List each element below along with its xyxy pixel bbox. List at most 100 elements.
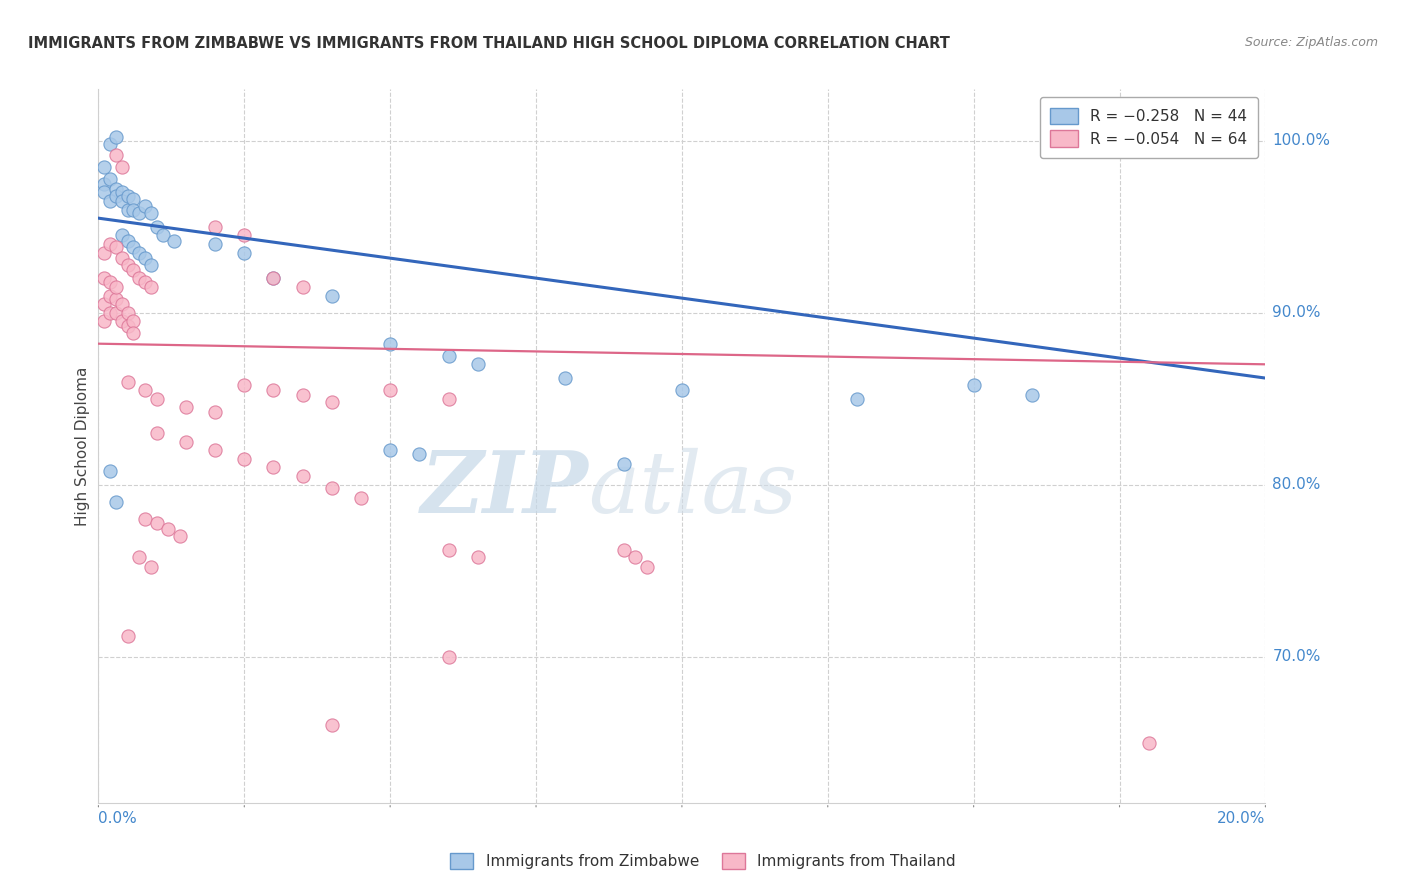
Point [291, 280, 314, 294]
Point [204, 236, 226, 251]
Point [321, 288, 343, 302]
Point [262, 460, 284, 475]
Point [117, 375, 139, 389]
Point [93, 160, 115, 174]
Point [134, 275, 156, 289]
Point [104, 280, 127, 294]
Point [204, 443, 226, 458]
Point [636, 560, 658, 574]
Point [117, 189, 139, 203]
Point [98, 306, 121, 320]
Point [146, 426, 169, 441]
Point [134, 383, 156, 397]
Point [146, 219, 169, 234]
Text: ZIP: ZIP [420, 447, 589, 531]
Point [146, 392, 169, 406]
Point [174, 434, 197, 449]
Point [262, 383, 284, 397]
Point [262, 271, 284, 285]
Point [612, 543, 634, 558]
Point [98, 464, 121, 478]
Point [117, 306, 139, 320]
Point [671, 383, 693, 397]
Point [104, 189, 127, 203]
Text: Source: ZipAtlas.com: Source: ZipAtlas.com [1244, 36, 1378, 49]
Text: atlas: atlas [589, 448, 797, 530]
Point [111, 251, 134, 265]
Point [122, 202, 145, 217]
Point [174, 401, 197, 415]
Point [378, 383, 402, 397]
Point [1137, 736, 1160, 750]
Point [111, 314, 134, 328]
Text: 0.0%: 0.0% [98, 812, 138, 826]
Legend: R = −0.258   N = 44, R = −0.054   N = 64: R = −0.258 N = 44, R = −0.054 N = 64 [1039, 97, 1258, 158]
Point [134, 251, 156, 265]
Point [93, 314, 115, 328]
Text: 90.0%: 90.0% [1272, 305, 1320, 320]
Point [93, 186, 115, 200]
Point [437, 392, 460, 406]
Point [104, 182, 127, 196]
Y-axis label: High School Diploma: High School Diploma [75, 367, 90, 525]
Point [262, 271, 284, 285]
Point [93, 177, 115, 191]
Point [437, 649, 460, 664]
Point [122, 314, 145, 328]
Point [378, 336, 402, 351]
Point [291, 388, 314, 402]
Point [612, 457, 634, 471]
Point [111, 186, 134, 200]
Point [104, 306, 127, 320]
Point [122, 240, 145, 254]
Point [204, 219, 226, 234]
Point [104, 240, 127, 254]
Point [104, 495, 127, 509]
Point [93, 271, 115, 285]
Point [122, 262, 145, 277]
Point [378, 443, 402, 458]
Point [139, 560, 162, 574]
Point [233, 378, 256, 392]
Point [437, 543, 460, 558]
Point [467, 357, 489, 371]
Point [233, 451, 256, 466]
Point [98, 171, 121, 186]
Point [104, 292, 127, 306]
Point [139, 280, 162, 294]
Point [104, 130, 127, 145]
Point [139, 206, 162, 220]
Point [152, 228, 174, 243]
Text: 100.0%: 100.0% [1272, 133, 1330, 148]
Point [134, 199, 156, 213]
Point [128, 271, 150, 285]
Point [111, 160, 134, 174]
Point [98, 137, 121, 152]
Point [962, 378, 984, 392]
Point [117, 234, 139, 248]
Point [163, 234, 186, 248]
Point [117, 258, 139, 272]
Text: 20.0%: 20.0% [1218, 812, 1265, 826]
Point [157, 522, 180, 536]
Point [128, 245, 150, 260]
Point [122, 192, 145, 206]
Point [98, 288, 121, 302]
Point [111, 297, 134, 311]
Point [624, 549, 647, 564]
Point [134, 512, 156, 526]
Point [321, 718, 343, 732]
Point [98, 275, 121, 289]
Point [204, 405, 226, 419]
Point [233, 228, 256, 243]
Point [233, 245, 256, 260]
Point [111, 228, 134, 243]
Point [117, 319, 139, 334]
Point [467, 549, 489, 564]
Point [437, 349, 460, 363]
Point [1021, 388, 1043, 402]
Point [139, 258, 162, 272]
Point [104, 147, 127, 161]
Point [98, 236, 121, 251]
Text: IMMIGRANTS FROM ZIMBABWE VS IMMIGRANTS FROM THAILAND HIGH SCHOOL DIPLOMA CORRELA: IMMIGRANTS FROM ZIMBABWE VS IMMIGRANTS F… [28, 36, 950, 51]
